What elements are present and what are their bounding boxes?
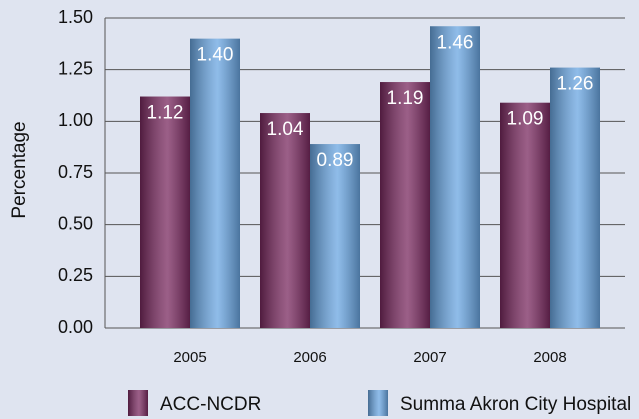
legend-label: Summa Akron City Hospital (400, 394, 631, 415)
x-tick-label: 2008 (533, 349, 566, 366)
value-label: 1.40 (197, 45, 234, 66)
bar-shade (500, 102, 550, 328)
legend-swatch-shade (128, 390, 148, 416)
bar-shade (430, 26, 480, 329)
bar-shade (190, 38, 240, 329)
x-tick-label: 2005 (173, 349, 206, 366)
value-label: 1.12 (147, 103, 184, 124)
legend-swatch-shade (368, 390, 388, 416)
y-tick-label: 1.00 (58, 110, 93, 130)
bar-shade (260, 113, 310, 328)
y-tick-label: 0.50 (58, 213, 93, 233)
y-tick-label: 1.50 (58, 7, 93, 27)
y-tick-label: 0.25 (58, 265, 93, 285)
x-tick-label: 2007 (413, 349, 446, 366)
value-label: 1.09 (507, 109, 544, 130)
bar-shade (550, 67, 600, 328)
value-label: 1.19 (387, 88, 424, 109)
value-label: 1.04 (267, 119, 304, 140)
x-tick-label: 2006 (293, 349, 326, 366)
bar-shade (140, 96, 190, 329)
y-tick-label: 0.00 (58, 317, 93, 337)
value-label: 1.46 (437, 32, 474, 53)
y-tick-label: 1.25 (58, 58, 93, 78)
legend-label: ACC-NCDR (160, 394, 261, 415)
value-label: 0.89 (317, 150, 354, 171)
y-tick-label: 0.75 (58, 162, 93, 182)
bar-shade (380, 82, 430, 328)
y-axis-label: Percentage (9, 121, 30, 218)
value-label: 1.26 (557, 74, 594, 95)
bar-shade (310, 144, 360, 328)
